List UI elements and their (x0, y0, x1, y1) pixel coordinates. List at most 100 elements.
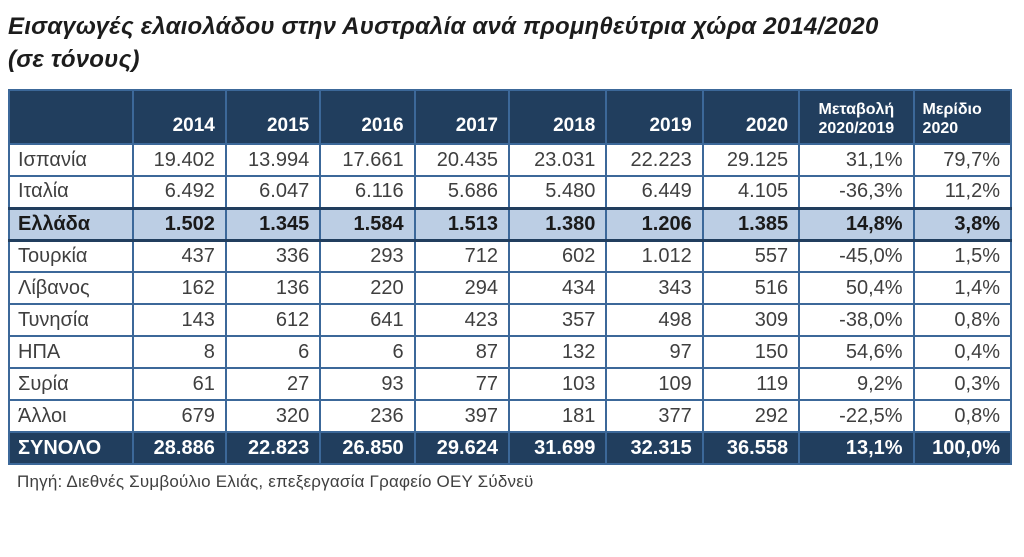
value-cell: 61 (132, 367, 227, 401)
total-value-cell: 31.699 (507, 431, 608, 465)
change-cell: -22,5% (798, 399, 915, 433)
table-total: ΣΥΝΟΛΟ 28.886 22.823 26.850 29.624 31.69… (7, 431, 1013, 465)
country-cell: Λίβανος (7, 271, 135, 305)
value-cell: 5.480 (507, 175, 608, 209)
year-header-2015: 2015 (224, 89, 322, 145)
total-value-cell: 36.558 (701, 431, 801, 465)
value-cell: 87 (413, 335, 510, 369)
year-header-2019: 2019 (605, 89, 704, 145)
share-cell: 0,4% (912, 335, 1013, 369)
value-cell: 6 (319, 335, 416, 369)
value-cell: 17.661 (319, 143, 416, 177)
value-cell: 4.105 (701, 175, 801, 209)
change-cell: -45,0% (798, 239, 915, 273)
total-share-cell: 100,0% (912, 431, 1013, 465)
value-cell: 557 (701, 239, 801, 273)
value-cell: 320 (224, 399, 322, 433)
change-cell: -38,0% (798, 303, 915, 337)
value-cell: 119 (701, 367, 801, 401)
table-row: Τουρκία 437 336 293 712 602 1.012 557 -4… (7, 239, 1013, 273)
year-header-2016: 2016 (319, 89, 416, 145)
year-header-2014: 2014 (132, 89, 227, 145)
country-cell: Ελλάδα (7, 206, 135, 242)
share-header-line2: 2020 (922, 120, 959, 137)
country-cell: Τυνησία (7, 303, 135, 337)
change-cell: 14,8% (798, 206, 915, 242)
share-cell: 11,2% (912, 175, 1013, 209)
year-header-2018: 2018 (507, 89, 608, 145)
value-cell: 162 (132, 271, 227, 305)
value-cell: 103 (507, 367, 608, 401)
value-cell: 516 (701, 271, 801, 305)
value-cell: 1.012 (605, 239, 704, 273)
value-cell: 132 (507, 335, 608, 369)
share-cell: 0,8% (912, 303, 1013, 337)
country-cell: Συρία (7, 367, 135, 401)
value-cell: 181 (507, 399, 608, 433)
total-value-cell: 26.850 (319, 431, 416, 465)
value-cell: 336 (224, 239, 322, 273)
value-cell: 6.116 (319, 175, 416, 209)
value-cell: 602 (507, 239, 608, 273)
value-cell: 77 (413, 367, 510, 401)
table-header: 2014 2015 2016 2017 2018 2019 2020 Μεταβ… (7, 89, 1013, 145)
total-value-cell: 22.823 (224, 431, 322, 465)
country-cell: Ισπανία (7, 143, 135, 177)
value-cell: 343 (605, 271, 704, 305)
value-cell: 109 (605, 367, 704, 401)
share-cell: 0,8% (912, 399, 1013, 433)
value-cell: 6 (224, 335, 322, 369)
value-cell: 423 (413, 303, 510, 337)
imports-table: 2014 2015 2016 2017 2018 2019 2020 Μεταβ… (7, 89, 1013, 465)
share-cell: 79,7% (912, 143, 1013, 177)
value-cell: 150 (701, 335, 801, 369)
value-cell: 712 (413, 239, 510, 273)
value-cell: 6.449 (605, 175, 704, 209)
value-cell: 29.125 (701, 143, 801, 177)
value-cell: 641 (319, 303, 416, 337)
value-cell: 1.206 (605, 206, 704, 242)
corner-header-cell (7, 89, 135, 145)
value-cell: 309 (701, 303, 801, 337)
page: Εισαγωγές ελαιολάδου στην Αυστραλία ανά … (7, 13, 1013, 491)
change-cell: 54,6% (798, 335, 915, 369)
total-change-cell: 13,1% (798, 431, 915, 465)
change-cell: 50,4% (798, 271, 915, 305)
value-cell: 1.380 (507, 206, 608, 242)
value-cell: 612 (224, 303, 322, 337)
total-value-cell: 32.315 (605, 431, 704, 465)
value-cell: 293 (319, 239, 416, 273)
page-title-line1: Εισαγωγές ελαιολάδου στην Αυστραλία ανά … (8, 13, 879, 40)
value-cell: 498 (605, 303, 704, 337)
country-cell: Τουρκία (7, 239, 135, 273)
value-cell: 1.385 (701, 206, 801, 242)
share-header-line1: Μερίδιο (922, 101, 982, 118)
change-cell: 9,2% (798, 367, 915, 401)
table-row: Τυνησία 143 612 641 423 357 498 309 -38,… (7, 303, 1013, 337)
value-cell: 22.223 (605, 143, 704, 177)
value-cell: 5.686 (413, 175, 510, 209)
change-header: Μεταβολή 2020/2019 (798, 89, 915, 145)
value-cell: 13.994 (224, 143, 322, 177)
value-cell: 27 (224, 367, 322, 401)
change-header-line1: Μεταβολή (818, 101, 895, 118)
value-cell: 294 (413, 271, 510, 305)
value-cell: 292 (701, 399, 801, 433)
table-row: Ελλάδα 1.502 1.345 1.584 1.513 1.380 1.2… (7, 206, 1013, 242)
change-cell: -36,3% (798, 175, 915, 209)
change-header-line2: 2020/2019 (818, 120, 895, 137)
header-row: 2014 2015 2016 2017 2018 2019 2020 Μεταβ… (7, 89, 1013, 145)
table-row: Λίβανος 162 136 220 294 434 343 516 50,4… (7, 271, 1013, 305)
country-cell: Άλλοι (7, 399, 135, 433)
share-cell: 3,8% (912, 206, 1013, 242)
value-cell: 1.513 (413, 206, 510, 242)
value-cell: 93 (319, 367, 416, 401)
value-cell: 6.492 (132, 175, 227, 209)
value-cell: 679 (132, 399, 227, 433)
value-cell: 236 (319, 399, 416, 433)
value-cell: 1.502 (132, 206, 227, 242)
table-row: Ισπανία 19.402 13.994 17.661 20.435 23.0… (7, 143, 1013, 177)
page-title-line2: (σε τόνους) (8, 46, 140, 73)
source-note: Πηγή: Διεθνές Συμβούλιο Ελιάς, επεξεργασ… (17, 472, 534, 491)
share-header: Μερίδιο 2020 (912, 89, 1013, 145)
